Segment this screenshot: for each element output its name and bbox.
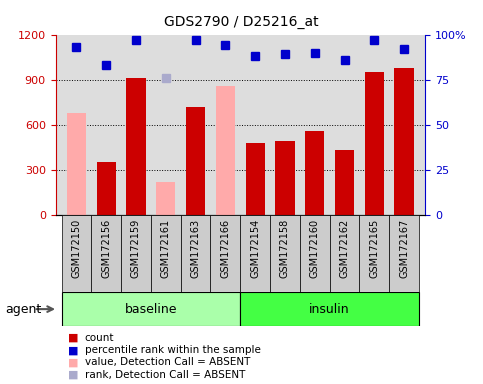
Bar [67,113,86,215]
Text: GSM172150: GSM172150 [71,219,82,278]
Bar [335,151,354,215]
Bar [216,86,235,215]
Text: GSM172161: GSM172161 [161,219,171,278]
Text: ■: ■ [68,358,78,367]
FancyBboxPatch shape [241,215,270,292]
Text: ■: ■ [68,333,78,343]
FancyBboxPatch shape [270,215,300,292]
FancyBboxPatch shape [121,215,151,292]
FancyBboxPatch shape [389,215,419,292]
FancyBboxPatch shape [151,215,181,292]
FancyBboxPatch shape [91,215,121,292]
Text: percentile rank within the sample: percentile rank within the sample [85,345,260,355]
Text: GSM172156: GSM172156 [101,219,111,278]
Bar [395,68,414,215]
Text: GSM172166: GSM172166 [220,219,230,278]
Bar [156,182,175,215]
Text: GSM172165: GSM172165 [369,219,379,278]
Text: insulin: insulin [310,303,350,316]
Bar [245,143,265,215]
Bar [365,72,384,215]
FancyBboxPatch shape [300,215,330,292]
Text: GSM172163: GSM172163 [191,219,200,278]
Bar [127,78,146,215]
Text: GSM172159: GSM172159 [131,219,141,278]
FancyBboxPatch shape [330,215,359,292]
Text: baseline: baseline [125,303,177,316]
Text: GDS2790 / D25216_at: GDS2790 / D25216_at [164,15,319,29]
Text: ■: ■ [68,345,78,355]
Text: rank, Detection Call = ABSENT: rank, Detection Call = ABSENT [85,370,245,380]
Text: count: count [85,333,114,343]
FancyBboxPatch shape [181,215,211,292]
FancyBboxPatch shape [359,215,389,292]
FancyBboxPatch shape [241,292,419,326]
Bar [97,162,116,215]
Text: GSM172154: GSM172154 [250,219,260,278]
Text: GSM172158: GSM172158 [280,219,290,278]
FancyBboxPatch shape [211,215,241,292]
Text: GSM172167: GSM172167 [399,219,409,278]
FancyBboxPatch shape [61,292,241,326]
FancyBboxPatch shape [61,215,91,292]
Text: agent: agent [5,303,41,316]
Text: value, Detection Call = ABSENT: value, Detection Call = ABSENT [85,358,250,367]
Bar [305,131,325,215]
Text: GSM172162: GSM172162 [340,219,350,278]
Bar [186,107,205,215]
Text: GSM172160: GSM172160 [310,219,320,278]
Text: ■: ■ [68,370,78,380]
Bar [275,141,295,215]
